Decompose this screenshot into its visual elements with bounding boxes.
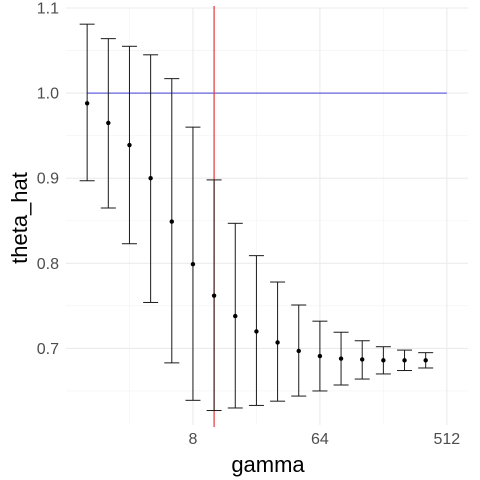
data-point <box>233 313 238 319</box>
data-point <box>296 348 301 354</box>
y-axis-title: theta_hat <box>7 172 32 264</box>
data-point <box>190 261 196 267</box>
data-point <box>148 176 153 181</box>
data-point <box>254 329 259 334</box>
data-point <box>338 356 344 361</box>
data-point <box>275 340 280 345</box>
data-point <box>127 142 132 148</box>
data-point <box>106 120 111 126</box>
x-tick-label: 64 <box>311 431 329 448</box>
data-point <box>84 101 90 106</box>
x-tick-label: 512 <box>433 431 460 448</box>
y-tick-label: 0.7 <box>37 341 59 358</box>
data-point <box>169 219 174 224</box>
y-tick-label: 1.0 <box>37 86 59 103</box>
data-point <box>360 357 365 362</box>
y-axis-ticks: 0.7 0.8 0.9 1.0 1.1 <box>37 1 59 358</box>
reference-lines <box>87 6 447 427</box>
y-tick-label: 0.9 <box>37 171 59 188</box>
data-point <box>211 293 217 298</box>
data-point <box>423 358 428 363</box>
data-points <box>84 101 428 363</box>
minor-gridlines <box>66 8 468 425</box>
x-axis-title: gamma <box>231 452 305 477</box>
x-axis-ticks: 8 64 512 <box>188 431 460 448</box>
data-point <box>381 358 386 363</box>
y-tick-label: 0.8 <box>37 256 59 273</box>
x-tick-label: 8 <box>188 431 197 448</box>
data-point <box>402 358 407 363</box>
y-tick-label: 1.1 <box>37 1 59 18</box>
data-point <box>317 353 323 359</box>
major-gridlines <box>66 7 468 425</box>
